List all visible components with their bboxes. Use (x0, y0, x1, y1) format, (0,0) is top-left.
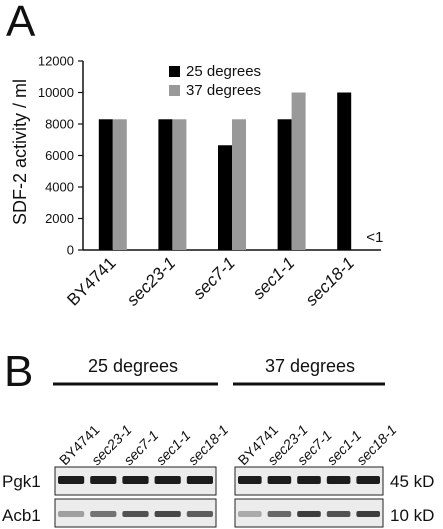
y-tick-label: 2000 (45, 211, 74, 226)
chart-legend: 25 degrees 37 degrees (169, 63, 261, 99)
x-tick-label: BY4741 (63, 253, 119, 309)
condition-title: 25 degrees (88, 356, 178, 376)
y-tick-label: 4000 (45, 180, 74, 195)
band-acb1 (326, 511, 351, 517)
row-label: Pgk1 (2, 472, 41, 491)
y-tick-label: 10000 (38, 85, 74, 100)
condition-title: 37 degrees (265, 356, 355, 376)
panel-a-letter: A (6, 0, 36, 46)
band-pgk1 (154, 476, 181, 484)
bar-gray (291, 92, 306, 250)
y-axis-label: SDF-2 activity / ml (10, 79, 30, 225)
band-acb1 (267, 511, 292, 517)
band-acb1 (186, 511, 213, 517)
lane-label: sec18-1 (353, 422, 400, 469)
western-blot: 25 degreesBY4741sec23-1sec7-1sec1-1sec18… (2, 356, 434, 528)
band-pgk1 (297, 476, 321, 484)
panel-b-letter: B (4, 347, 33, 396)
band-pgk1 (122, 476, 149, 484)
bar-black (337, 92, 352, 250)
band-pgk1 (356, 476, 380, 484)
size-label: 45 kD (390, 472, 434, 491)
bar-black (98, 119, 113, 251)
y-tick-label: 8000 (45, 117, 74, 132)
band-pgk1 (326, 476, 351, 484)
band-acb1 (122, 511, 149, 517)
band-acb1 (154, 511, 181, 517)
band-acb1 (297, 511, 321, 517)
x-tick-label: sec23-1 (123, 253, 179, 309)
lane-label: sec1-1 (153, 427, 194, 468)
band-pgk1 (186, 476, 213, 484)
band-acb1 (238, 511, 262, 517)
band-pgk1 (267, 476, 292, 484)
bar-gray (172, 119, 187, 251)
band-pgk1 (90, 476, 117, 484)
x-tick-label: sec18-1 (302, 253, 358, 309)
band-pgk1 (238, 476, 262, 484)
y-tick-label: 6000 (45, 148, 74, 163)
band-acb1 (356, 511, 380, 517)
bar-black (158, 119, 173, 251)
band-acb1 (58, 511, 85, 517)
legend-label: 25 degrees (186, 63, 261, 80)
y-tick-label: 0 (67, 243, 74, 258)
lane-label: sec18-1 (185, 422, 232, 469)
row-label: Acb1 (2, 506, 41, 525)
size-label: 10 kD (390, 506, 434, 525)
bar-gray (232, 119, 246, 251)
bar-black (277, 119, 292, 251)
band-acb1 (90, 511, 117, 517)
band-pgk1 (58, 476, 85, 484)
x-tick-label: sec7-1 (189, 253, 239, 303)
bar-gray (112, 119, 127, 251)
x-tick-label: sec1-1 (249, 253, 299, 303)
y-tick-label: 12000 (38, 54, 74, 69)
legend-label: 37 degrees (186, 82, 261, 99)
legend-swatch (169, 66, 180, 77)
legend-swatch (169, 85, 180, 96)
bar-black (218, 145, 232, 250)
annotation-below-detection: <1 (366, 229, 383, 246)
